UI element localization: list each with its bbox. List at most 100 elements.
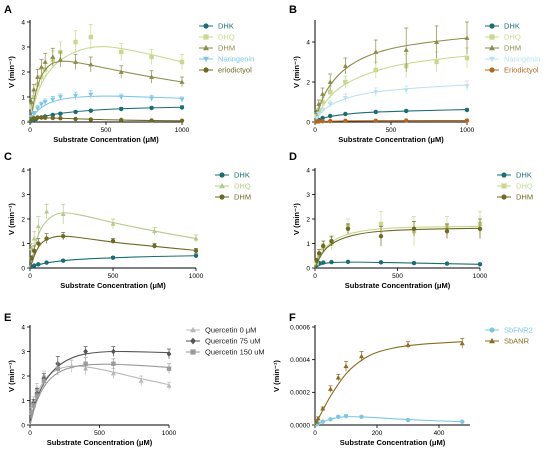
data-point — [373, 67, 378, 73]
data-point — [316, 112, 322, 117]
series-quercetin-0-m — [28, 359, 172, 426]
y-tick-label: 0 — [306, 265, 310, 272]
legend-label: Eriodictyol — [504, 66, 539, 75]
data-point — [343, 111, 348, 117]
data-point — [373, 90, 379, 95]
legend-label: DHQ — [504, 33, 521, 42]
data-point — [58, 116, 63, 121]
data-point — [110, 348, 116, 355]
legend-marker — [190, 326, 196, 333]
legend-item: DHQ — [199, 33, 235, 42]
y-tick-label: 1 — [306, 241, 310, 248]
data-point — [138, 378, 144, 383]
chart-panel-d: D 0 500 1000 0 1 2 3 4 Substrate Concentration (μ… — [289, 151, 533, 290]
legend-label: SbFNR2 — [504, 326, 533, 335]
legend-marker — [203, 44, 209, 51]
x-tick-label: 0 — [313, 430, 317, 437]
data-point — [316, 101, 322, 106]
y-tick-label: 2 — [21, 373, 25, 380]
data-point — [58, 111, 63, 116]
data-point — [29, 104, 34, 110]
legend-label: Naringenin — [504, 55, 540, 64]
data-point — [73, 116, 78, 122]
legend-label: DHQ — [234, 182, 251, 191]
data-point — [345, 259, 351, 265]
legend-label: DHM — [504, 44, 521, 53]
data-point — [35, 115, 40, 120]
legend-label: DHM — [218, 44, 235, 53]
data-point — [313, 116, 320, 121]
legend-item: Naringenin — [485, 55, 540, 64]
y-tick-label: 4 — [306, 39, 310, 46]
legend-item: SbANR — [485, 337, 530, 346]
series-sbfnr2 — [314, 413, 465, 427]
data-point — [444, 229, 450, 234]
x-axis-label: Substrate Concentration (μM) — [340, 438, 446, 447]
data-point — [328, 89, 333, 95]
fit-curve — [314, 55, 468, 123]
data-point — [149, 54, 154, 60]
series-dhm — [314, 218, 483, 269]
data-point — [42, 100, 48, 105]
y-tick-label: 0.0002 — [290, 390, 310, 397]
data-point — [403, 88, 409, 93]
x-tick-label: 0 — [313, 273, 317, 280]
data-point — [83, 348, 89, 355]
data-point — [411, 260, 417, 266]
fit-curve — [29, 212, 197, 269]
data-point — [320, 119, 325, 124]
data-point — [166, 351, 172, 357]
data-point — [34, 393, 40, 398]
x-axis-label: Substrate Concentration (μM) — [345, 281, 451, 290]
data-point — [444, 261, 450, 266]
data-point — [320, 99, 325, 105]
data-point — [119, 117, 124, 123]
panel-letter: E — [4, 312, 11, 324]
data-point — [404, 118, 409, 123]
data-point — [320, 115, 325, 121]
fit-curve — [314, 227, 481, 269]
legend-item: DHK — [199, 22, 234, 31]
y-tick-label: 0 — [21, 265, 25, 272]
data-point — [149, 74, 155, 79]
series-dhq — [29, 203, 199, 269]
data-point — [327, 386, 334, 391]
series-dhm — [29, 232, 199, 269]
legend-marker — [203, 34, 209, 40]
data-point — [404, 108, 409, 114]
x-axis-label: Substrate Concentration (μM) — [47, 438, 153, 447]
data-point — [36, 241, 41, 246]
data-point — [342, 63, 348, 68]
y-tick-label: 0 — [21, 422, 25, 429]
legend-item: DHQ — [215, 182, 251, 191]
data-point — [464, 35, 470, 40]
data-point — [459, 340, 465, 346]
data-point — [373, 49, 379, 54]
data-point — [31, 235, 37, 241]
fit-curve — [29, 95, 183, 123]
data-point — [179, 79, 185, 84]
fit-curve — [29, 46, 183, 123]
data-point — [44, 236, 49, 241]
y-tick-label: 3 — [306, 192, 310, 199]
data-point — [57, 56, 63, 62]
data-point — [193, 235, 199, 241]
panel-letter: C — [4, 151, 12, 163]
legend-item: DHM — [497, 193, 533, 202]
data-point — [316, 251, 322, 256]
legend-label: SbANR — [504, 337, 530, 346]
legend-item: Naringenin — [199, 55, 254, 64]
series-quercetin-150-um — [29, 357, 172, 426]
data-point — [321, 260, 326, 265]
data-point — [110, 370, 116, 376]
legend-marker — [190, 337, 196, 345]
data-point — [343, 79, 348, 85]
legend-marker — [203, 56, 209, 63]
data-point — [328, 113, 333, 119]
legend-marker — [219, 182, 225, 189]
data-point — [57, 95, 63, 100]
data-point — [28, 99, 35, 104]
fit-curve — [29, 365, 170, 426]
data-point — [31, 94, 36, 100]
